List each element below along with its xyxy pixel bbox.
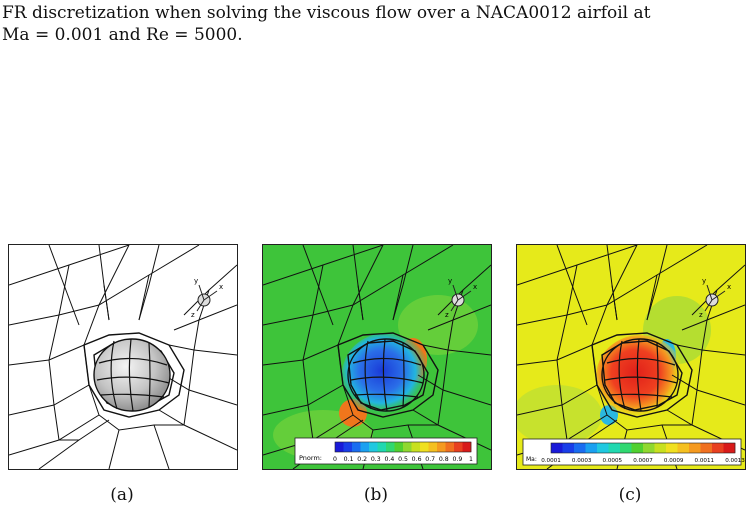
colorbar-swatch [689,443,701,453]
panel-c-label: (c) [618,485,642,505]
triad-y-label: y [448,277,452,285]
colorbar-swatch [369,442,378,452]
colorbar-tick-label: 0.9 [452,456,462,463]
colorbar-swatch [608,443,621,453]
colorbar-swatch [437,442,446,452]
colorbar-outline [334,441,472,453]
colorbar-swatch [551,443,563,453]
colorbar-tick-label: 1 [469,456,473,463]
colorbar-tick-label: 0.0001 [541,458,561,464]
colorbar-swatch [574,443,586,453]
colorbar-swatch [420,442,429,452]
colorbar-swatch [620,443,632,453]
panel-b-pnorm: x y z Pnorm: 0 0.1 0.2 0.3 0.4 0.5 0.6 0.7 0.8 0.… [262,244,492,470]
colorbar-swatch [631,443,644,453]
colorbar-tick-label: 0.0005 [603,458,623,464]
mesh-plot: x y z [9,245,237,469]
colorbar-swatch [700,443,713,453]
colorbar-swatch [597,443,609,453]
colorbar-tick-label: 0.2 [357,456,367,463]
mach-colorbar-swatches [550,442,736,454]
colorbar-swatch [360,442,370,452]
colorbar-tick-label: 0.8 [439,456,449,463]
colorbar-swatch [403,442,412,452]
colorbar-swatch [445,442,455,452]
colorbar-swatch [386,442,395,452]
triad-z-label: z [445,311,449,319]
triad-y-label: y [702,277,706,285]
colorbar-swatch [428,442,438,452]
colorbar-tick-label: 0.0003 [572,458,592,464]
colorbar-swatch [335,442,344,452]
colorbar-swatch [411,442,421,452]
colorbar-tick-label: 0.4 [384,456,394,463]
colorbar-tick-label: 0.0011 [695,458,715,464]
pnorm-contour-plot: x y z Pnorm: 0 0.1 0.2 0.3 0.4 0.5 0.6 0.7 0.8 0.… [263,245,491,469]
colorbar-tick-label: 0.1 [344,456,354,463]
colorbar-swatch [343,442,353,452]
caption-line-1: FR discretization when solving the visco… [2,3,651,23]
panel-a-label: (a) [110,485,134,505]
mach-contour-plot: x y z Ma: 0.0001 0.0003 0.0005 0.0007 0.0009… [517,245,745,469]
triad-y-label: y [194,277,198,285]
colorbar-outline [550,442,736,454]
pnorm-colorbar-title: Pnorm: [299,454,322,462]
figure-caption: FR discretization when solving the visco… [2,2,742,46]
pnorm-colorbar-ticks: 0 0.1 0.2 0.3 0.4 0.5 0.6 0.7 0.8 0.9 1 [333,456,473,463]
colorbar-tick-label: 0.7 [425,456,435,463]
panel-b-label: (b) [363,485,389,505]
colorbar-swatch [677,443,690,453]
triad-z-label: z [191,311,195,319]
colorbar-tick-label: 0.0013 [725,458,745,464]
triad-x-label: x [473,283,477,291]
colorbar-swatch [562,443,575,453]
triad-z-label: z [699,311,703,319]
colorbar-tick-label: 0.0009 [664,458,684,464]
triad-x-label: x [219,283,223,291]
colorbar-swatch [352,442,361,452]
panel-a-mesh: x y z [8,244,238,470]
triad-x-label: x [727,283,731,291]
mach-colorbar-ticks: 0.0001 0.0003 0.0005 0.0007 0.0009 0.0011 0.00… [541,458,745,464]
colorbar-tick-label: 0 [333,456,337,463]
colorbar-swatch [666,443,678,453]
panel-c-mach: x y z Ma: 0.0001 0.0003 0.0005 0.0007 0.0009… [516,244,746,470]
colorbar-swatch [723,443,736,453]
colorbar-swatch [643,443,655,453]
caption-line-2: Ma = 0.001 and Re = 5000. [2,25,243,45]
colorbar-swatch [462,442,472,452]
colorbar-swatch [394,442,404,452]
colorbar-swatch [654,443,667,453]
colorbar-swatch [377,442,387,452]
colorbar-swatch [454,442,463,452]
colorbar-swatch [712,443,724,453]
colorbar-tick-label: 0.6 [412,456,422,463]
colorbar-tick-label: 0.0007 [633,458,653,464]
colorbar-tick-label: 0.3 [371,456,381,463]
colorbar-swatch [585,443,598,453]
mach-colorbar-title: Ma: [526,456,537,463]
pnorm-colorbar-swatches [334,441,472,453]
colorbar-tick-label: 0.5 [398,456,408,463]
